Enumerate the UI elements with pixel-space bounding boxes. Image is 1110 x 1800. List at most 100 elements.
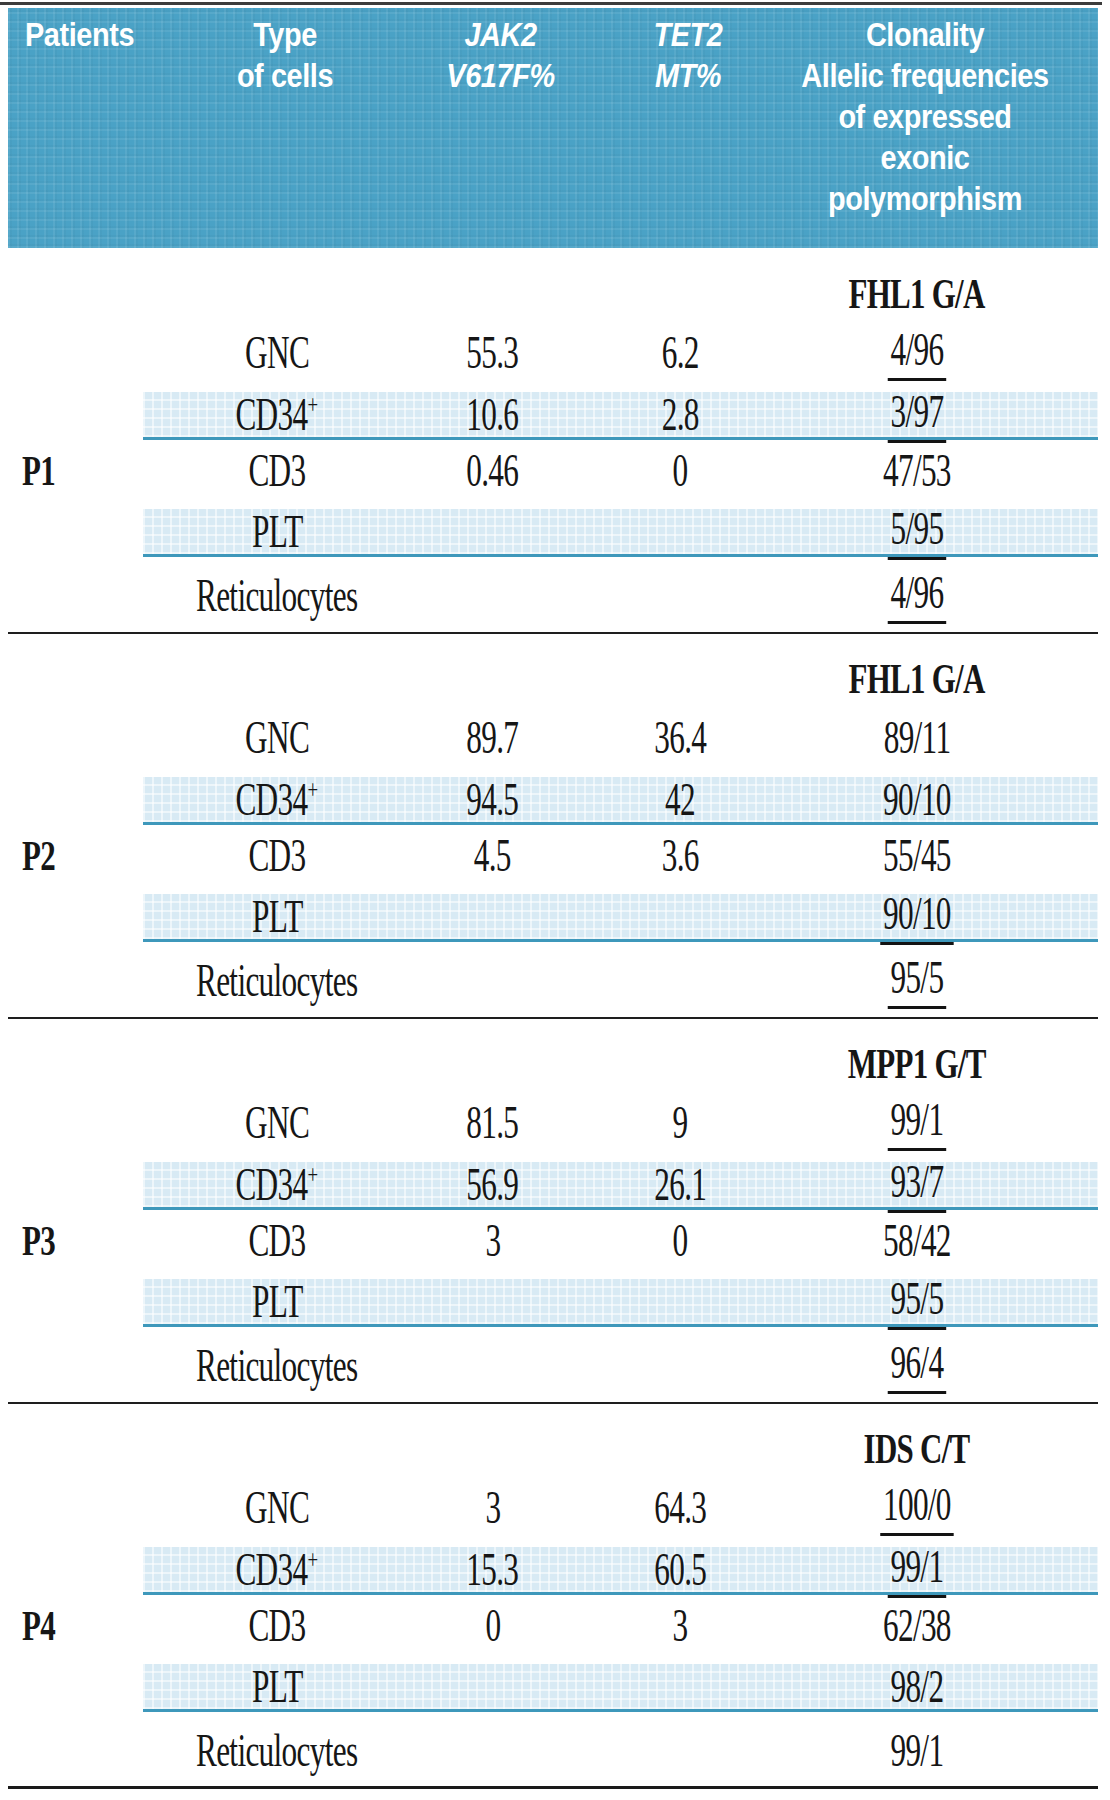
- jak2-value-text: 3: [485, 1481, 500, 1534]
- clonality-value: 99/1: [772, 1092, 1062, 1152]
- cell-type-label: CD3: [142, 1595, 412, 1655]
- tet2-value: 0: [588, 1210, 772, 1270]
- tet2-value-text: 26.1: [654, 1158, 706, 1211]
- tet2-value: 42: [588, 769, 772, 829]
- clonality-value: 93/7: [772, 1154, 1062, 1214]
- cell-type-label: CD3: [142, 825, 412, 885]
- cell-type-label: Reticulocytes: [142, 950, 412, 1010]
- group-separator: [8, 632, 1098, 634]
- cell-type-label: GNC: [142, 707, 412, 767]
- cell-type-label-text: Reticulocytes: [196, 1339, 357, 1392]
- tet2-value-text: 0: [673, 1214, 688, 1267]
- clonality-value-text: 58/42: [883, 1214, 951, 1267]
- jak2-value: 4.5: [400, 825, 585, 885]
- tet2-value-text: 6.2: [661, 326, 698, 379]
- cell-type-label-text: CD3: [248, 829, 305, 882]
- group-separator: [8, 1017, 1098, 1019]
- jak2-value: 0.46: [400, 440, 585, 500]
- clonality-value: 55/45: [772, 825, 1062, 885]
- column-header-type-of-cells: Type of cells: [170, 14, 400, 96]
- tet2-value-text: 9: [673, 1096, 688, 1149]
- table-figure: Patients Type of cells JAK2 V617F% TET2 …: [0, 0, 1110, 1800]
- jak2-value: 0: [400, 1595, 585, 1655]
- clonality-value-text: 95/5: [888, 951, 946, 1009]
- patient-label: P1: [22, 440, 132, 500]
- clonality-value: 4/96: [772, 322, 1062, 382]
- cell-type-label: GNC: [142, 1092, 412, 1152]
- clonality-value-text: 96/4: [888, 1336, 946, 1394]
- cell-type-label: GNC: [142, 322, 412, 382]
- cell-type-label-text: CD34+: [236, 388, 319, 441]
- clonality-value: 100/0: [772, 1477, 1062, 1537]
- jak2-value: 15.3: [400, 1539, 585, 1599]
- header-jak2-line1: JAK2: [422, 14, 579, 55]
- cell-type-label-text: CD3: [248, 1214, 305, 1267]
- clonality-value-text: 99/1: [888, 1540, 946, 1598]
- clonality-value-text: 3/97: [888, 385, 946, 443]
- jak2-value-text: 55.3: [466, 326, 518, 379]
- clonality-value: 62/38: [772, 1595, 1062, 1655]
- clonality-value-text: 90/10: [883, 773, 951, 826]
- column-header-tet2: TET2 MT%: [610, 14, 766, 96]
- clonality-value-text: 98/2: [891, 1660, 944, 1713]
- tet2-value: 26.1: [588, 1154, 772, 1214]
- column-header-patients: Patients: [25, 14, 161, 55]
- clonality-value: 90/10: [772, 886, 1062, 946]
- tet2-value-text: 3: [673, 1599, 688, 1652]
- patient-label-text: P2: [22, 831, 55, 880]
- clonality-value-text: 4/96: [888, 566, 946, 624]
- column-header-jak2: JAK2 V617F%: [422, 14, 579, 96]
- clonality-value: 95/5: [772, 1271, 1062, 1331]
- patient-label-text: P1: [22, 446, 55, 495]
- tet2-value: 2.8: [588, 384, 772, 444]
- jak2-value-text: 81.5: [466, 1096, 518, 1149]
- cell-type-label-text: Reticulocytes: [196, 1724, 357, 1777]
- jak2-value-text: 94.5: [466, 773, 518, 826]
- tet2-value: 36.4: [588, 707, 772, 767]
- tet2-value: 9: [588, 1092, 772, 1152]
- header-clonality-line3: of expressed: [792, 96, 1059, 137]
- tet2-value: 3.6: [588, 825, 772, 885]
- clonality-value: 4/96: [772, 565, 1062, 625]
- superscript-plus: +: [308, 773, 319, 804]
- clonality-value: 5/95: [772, 501, 1062, 561]
- column-header-clonality: Clonality Allelic frequencies of express…: [792, 14, 1059, 219]
- cell-type-label: GNC: [142, 1477, 412, 1537]
- clonality-value-text: 99/1: [888, 1093, 946, 1151]
- header-clonality-line5: polymorphism: [792, 178, 1059, 219]
- tet2-value: 60.5: [588, 1539, 772, 1599]
- clonality-value-text: 95/5: [888, 1272, 946, 1330]
- cell-type-label-text: PLT: [252, 505, 303, 558]
- clonality-value-text: 55/45: [883, 829, 951, 882]
- cell-type-label: Reticulocytes: [142, 1335, 412, 1395]
- clonality-value-text: 4/96: [888, 323, 946, 381]
- clonality-value: 89/11: [772, 707, 1062, 767]
- patient-label-text: P4: [22, 1601, 55, 1650]
- clonality-value: 96/4: [772, 1335, 1062, 1395]
- clonality-value-text: 100/0: [880, 1478, 953, 1536]
- gene-label: MPP1 G/T: [772, 1033, 1062, 1093]
- cell-type-label-text: Reticulocytes: [196, 569, 357, 622]
- cell-type-label: PLT: [142, 1271, 412, 1331]
- cell-type-label-text: PLT: [252, 1660, 303, 1713]
- jak2-value: 10.6: [400, 384, 585, 444]
- clonality-value-text: 99/1: [891, 1724, 944, 1777]
- cell-type-label: CD34+: [142, 384, 412, 444]
- cell-type-label: CD3: [142, 1210, 412, 1270]
- jak2-value-text: 89.7: [466, 711, 518, 764]
- clonality-value: 58/42: [772, 1210, 1062, 1270]
- group-separator: [8, 1402, 1098, 1404]
- tet2-value: 3: [588, 1595, 772, 1655]
- cell-type-label-text: PLT: [252, 1275, 303, 1328]
- clonality-value-text: 5/95: [888, 502, 946, 560]
- top-rule: [0, 2, 1102, 5]
- jak2-value: 94.5: [400, 769, 585, 829]
- header-type-line1: Type: [170, 14, 400, 55]
- gene-label: FHL1 G/A: [772, 263, 1062, 323]
- cell-type-label-text: GNC: [245, 1481, 309, 1534]
- gene-label-text: FHL1 G/A: [849, 654, 985, 703]
- jak2-value-text: 3: [485, 1214, 500, 1267]
- jak2-value: 3: [400, 1477, 585, 1537]
- patient-label: P3: [22, 1210, 132, 1270]
- clonality-value: 98/2: [772, 1656, 1062, 1716]
